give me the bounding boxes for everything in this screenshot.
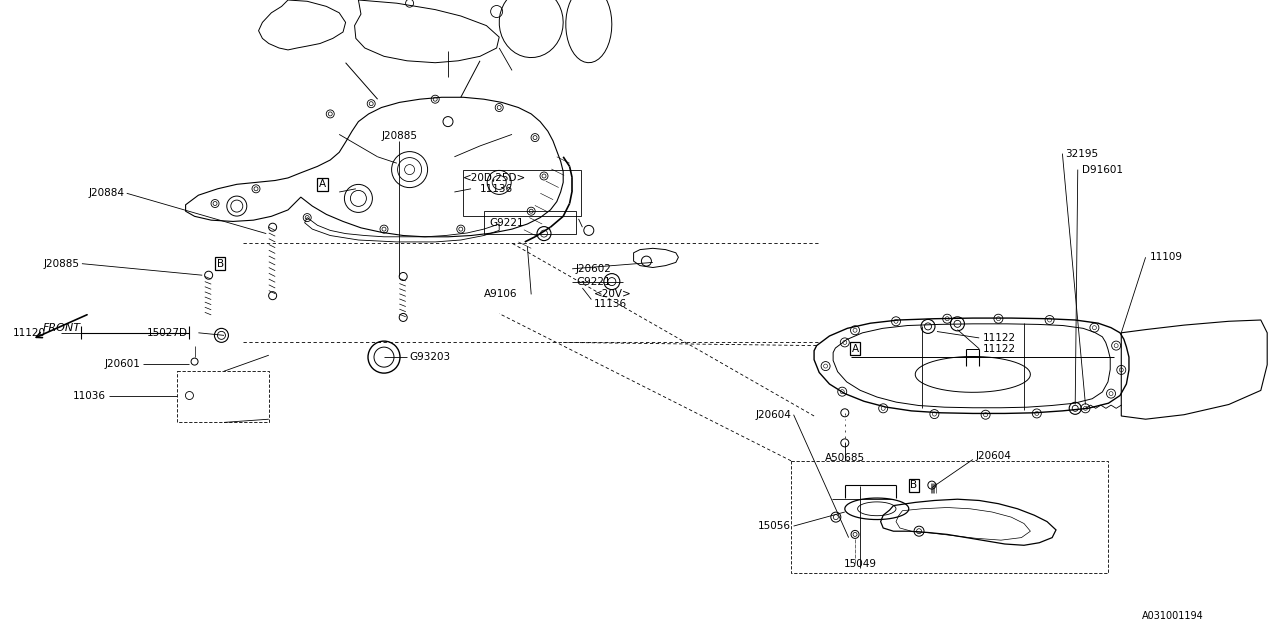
Text: J20885: J20885 xyxy=(44,259,79,269)
Bar xyxy=(463,170,581,216)
Text: 15056: 15056 xyxy=(758,521,791,531)
Text: 32195: 32195 xyxy=(1065,148,1098,159)
Text: A031001194: A031001194 xyxy=(1142,611,1203,621)
Text: 11120: 11120 xyxy=(13,328,46,338)
Text: 11036: 11036 xyxy=(73,390,106,401)
Text: G93203: G93203 xyxy=(410,352,451,362)
Text: J20885: J20885 xyxy=(381,131,417,141)
Text: <20D,25D>: <20D,25D> xyxy=(463,173,526,183)
Text: 11136: 11136 xyxy=(594,299,627,309)
Bar xyxy=(484,211,576,234)
Text: D91601: D91601 xyxy=(1082,164,1123,175)
Text: 11136: 11136 xyxy=(480,184,513,194)
Text: 11122: 11122 xyxy=(983,344,1016,354)
Text: 11109: 11109 xyxy=(1149,252,1183,262)
Text: 15027D: 15027D xyxy=(147,328,188,338)
Bar xyxy=(791,461,1108,573)
Text: G9221: G9221 xyxy=(489,218,524,228)
Text: A: A xyxy=(319,179,326,189)
Text: J20604: J20604 xyxy=(975,451,1011,461)
Text: J20884: J20884 xyxy=(88,188,124,198)
Text: 11122: 11122 xyxy=(983,333,1016,343)
Text: A9106: A9106 xyxy=(484,289,517,300)
Text: 15049: 15049 xyxy=(844,559,877,570)
Text: A50685: A50685 xyxy=(824,452,865,463)
Text: A: A xyxy=(851,344,859,354)
Text: J20604: J20604 xyxy=(755,410,791,420)
Text: B: B xyxy=(216,259,224,269)
Text: B: B xyxy=(910,480,918,490)
Text: FRONT: FRONT xyxy=(42,323,81,333)
Text: G9221: G9221 xyxy=(576,276,611,287)
Text: J20602: J20602 xyxy=(576,264,612,274)
Bar xyxy=(177,371,269,422)
Text: <20V>: <20V> xyxy=(594,289,631,300)
Text: J20601: J20601 xyxy=(105,358,141,369)
